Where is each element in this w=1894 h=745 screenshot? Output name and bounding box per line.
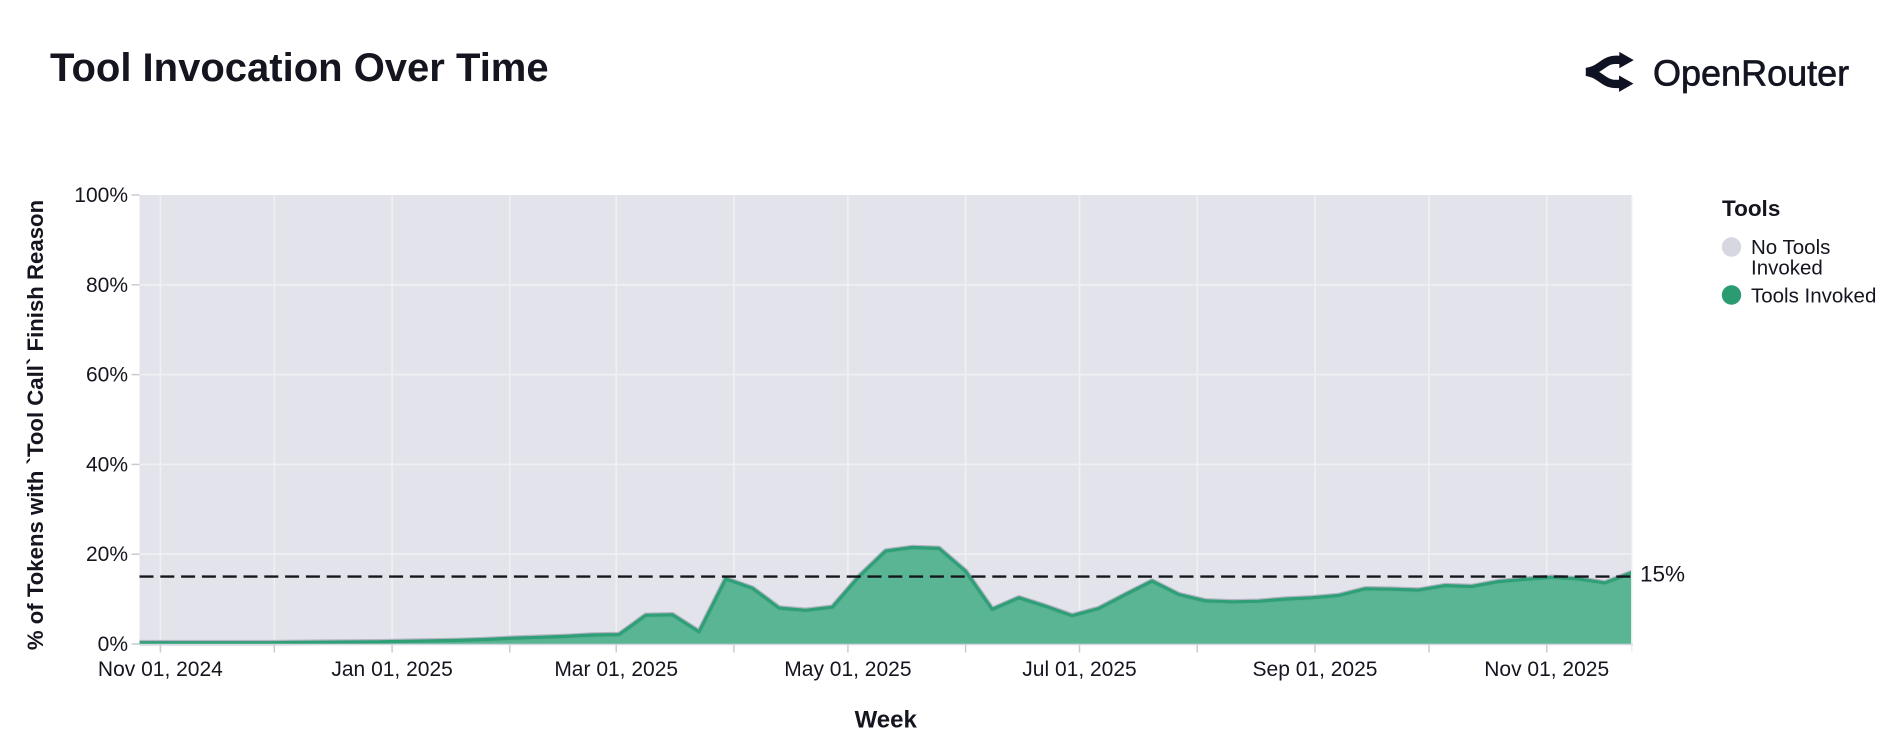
svg-text:100%: 100% — [74, 184, 128, 207]
svg-text:Week: Week — [855, 707, 918, 734]
svg-text:% of Tokens with `Tool Call` F: % of Tokens with `Tool Call` Finish Reas… — [23, 200, 48, 650]
svg-text:Tools Invoked: Tools Invoked — [1751, 285, 1876, 308]
svg-text:Nov 01, 2024: Nov 01, 2024 — [98, 658, 223, 681]
svg-text:Jul 01, 2025: Jul 01, 2025 — [1022, 658, 1136, 681]
svg-text:Mar 01, 2025: Mar 01, 2025 — [554, 658, 678, 681]
svg-text:0%: 0% — [98, 633, 128, 656]
svg-text:15%: 15% — [1640, 562, 1685, 587]
svg-text:Tool Invocation Over Time: Tool Invocation Over Time — [50, 46, 549, 90]
svg-text:80%: 80% — [86, 274, 128, 297]
svg-text:40%: 40% — [86, 453, 128, 476]
svg-text:20%: 20% — [86, 543, 128, 566]
svg-text:Nov 01, 2025: Nov 01, 2025 — [1484, 658, 1609, 681]
svg-text:Sep 01, 2025: Sep 01, 2025 — [1253, 658, 1378, 681]
svg-text:Invoked: Invoked — [1751, 257, 1823, 280]
svg-text:OpenRouter: OpenRouter — [1653, 53, 1849, 94]
svg-text:Tools: Tools — [1722, 196, 1780, 221]
svg-text:No Tools: No Tools — [1751, 236, 1830, 259]
svg-text:Jan 01, 2025: Jan 01, 2025 — [331, 658, 452, 681]
svg-text:May 01, 2025: May 01, 2025 — [784, 658, 911, 681]
svg-text:60%: 60% — [86, 364, 128, 387]
